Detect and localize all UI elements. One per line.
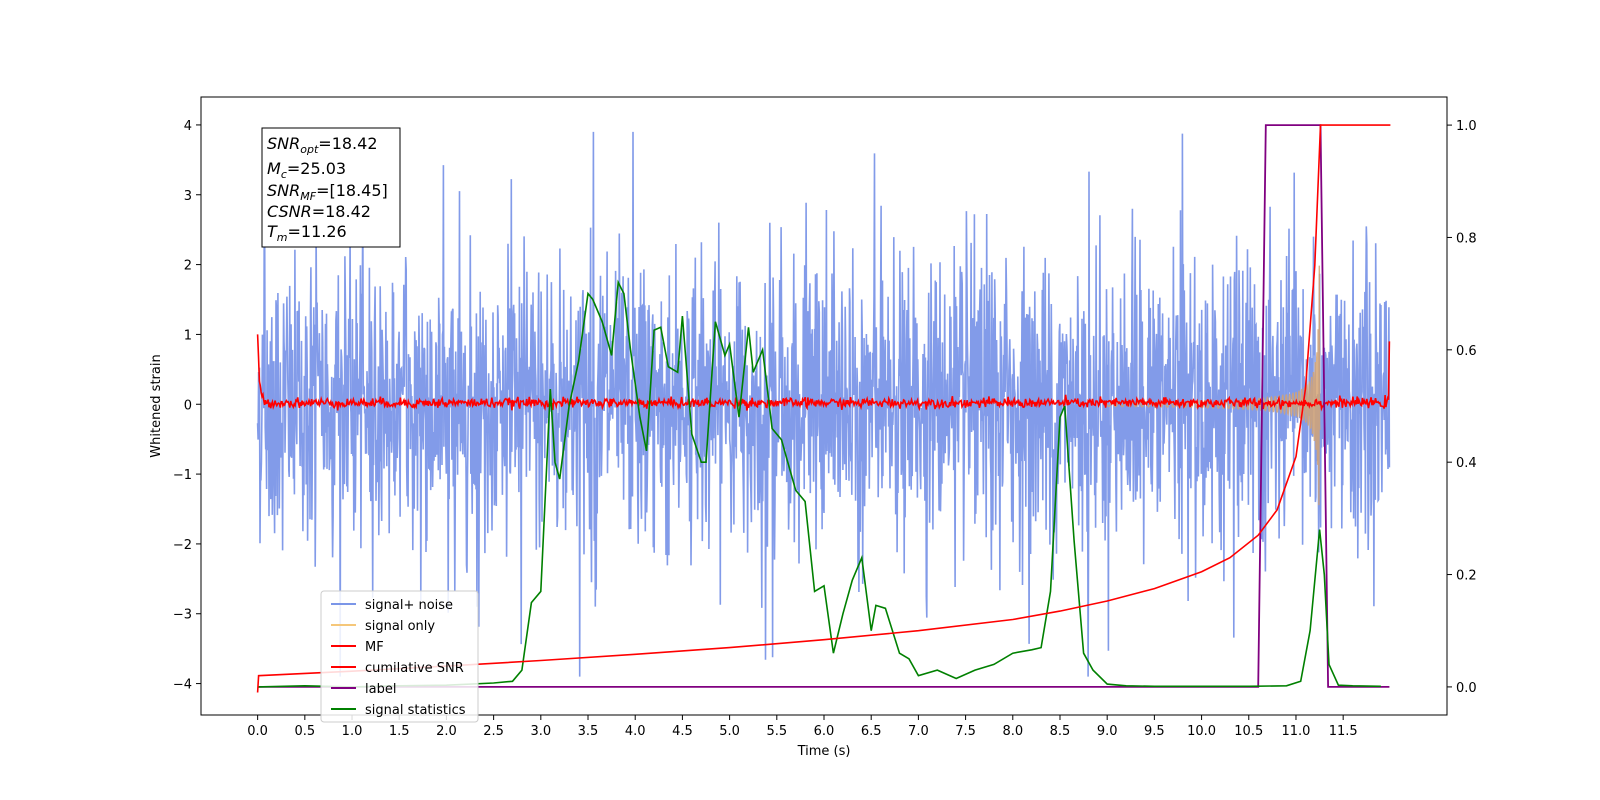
stats-box-frame: [261, 127, 401, 248]
x-tick-label: 0.0: [247, 724, 268, 739]
y-axis-label: Whitened strain: [149, 354, 164, 457]
x-tick-label: 4.0: [625, 724, 646, 739]
legend-frame: [320, 590, 479, 723]
y-tick-label: 1: [184, 328, 192, 343]
x-tick-label: 2.0: [436, 724, 457, 739]
series-layer: [256, 124, 1391, 693]
y2-tick-label: 1.0: [1456, 119, 1477, 134]
legend-label-mf: MF: [365, 640, 384, 655]
y-tick-label: −4: [173, 678, 192, 693]
y2-tick-label: 0.6: [1456, 344, 1477, 359]
series-cumulative-snr: [256, 124, 1391, 693]
x-axis-label: Time (s): [797, 744, 851, 759]
legend-label-signal-statistics: signal statistics: [365, 703, 466, 718]
y-tick-label: −1: [173, 468, 192, 483]
stat-snr-mf: SNRMF=[18.45]: [267, 181, 388, 203]
y2-tick-label: 0.0: [1456, 681, 1477, 696]
x-tick-label: 6.5: [861, 724, 882, 739]
x-tick-label: 3.0: [530, 724, 551, 739]
stats-box: SNRopt=18.42 Mc=25.03 SNRMF=[18.45] CSNR…: [261, 127, 401, 248]
x-tick-label: 10.5: [1234, 724, 1263, 739]
stat-csnr: CSNR=18.42: [267, 202, 371, 221]
legend-label-signal-only: signal only: [365, 619, 435, 634]
stat-snr-opt: SNRopt=18.42: [267, 134, 378, 156]
x-tick-label: 9.0: [1097, 724, 1118, 739]
x-tick-label: 7.5: [955, 724, 976, 739]
x-tick-label: 0.5: [294, 724, 315, 739]
x-tick-label: 8.0: [1002, 724, 1023, 739]
x-tick-label: 9.5: [1144, 724, 1165, 739]
x-tick-label: 11.5: [1329, 724, 1358, 739]
x-tick-label: 10.0: [1187, 724, 1216, 739]
series-mf: [256, 334, 1391, 412]
y-tick-label: 0: [184, 398, 192, 413]
x-tick-label: 7.0: [908, 724, 929, 739]
y-tick-label: 4: [184, 119, 192, 134]
stat-mc: Mc=25.03: [267, 159, 346, 181]
y-tick-label: −2: [173, 538, 192, 553]
x-tick-label: 5.5: [766, 724, 787, 739]
x-tick-label: 1.0: [342, 724, 363, 739]
y-axis-right: 1.0 0.8 0.6 0.4 0.2 0.0: [1447, 119, 1477, 696]
legend-label-signal-noise: signal+ noise: [365, 598, 453, 613]
legend-label-cumulative-snr: cumilative SNR: [365, 661, 464, 676]
legend-label-label: label: [365, 682, 396, 697]
legend: signal+ noise signal only MF cumilative …: [320, 590, 479, 723]
series-label: [257, 124, 1390, 688]
x-axis: 0.0 0.5 1.0 1.5 2.0 2.5 3.0 3.5 4.0 4.5 5.0 5.5 6.0 6…: [247, 715, 1358, 739]
x-tick-label: 8.5: [1050, 724, 1071, 739]
y2-tick-label: 0.4: [1456, 456, 1477, 471]
series-signal-noise: [256, 131, 1391, 677]
x-tick-label: 4.5: [672, 724, 693, 739]
x-tick-label: 1.5: [389, 724, 410, 739]
y2-tick-label: 0.2: [1456, 569, 1477, 584]
x-tick-label: 3.5: [578, 724, 599, 739]
series-signal-statistics: [257, 279, 1381, 688]
x-tick-label: 5.0: [719, 724, 740, 739]
y-axis-left: 4 3 2 1 0 −1 −2 −3 −4: [173, 119, 201, 693]
y-tick-label: 2: [184, 259, 192, 274]
x-tick-label: 6.0: [814, 724, 835, 739]
x-tick-label: 2.5: [483, 724, 504, 739]
y-tick-label: −3: [173, 608, 192, 623]
x-tick-label: 11.0: [1281, 724, 1310, 739]
y-tick-label: 3: [184, 189, 192, 204]
y2-tick-label: 0.8: [1456, 231, 1477, 246]
stat-tm: Tm=11.26: [267, 222, 347, 244]
